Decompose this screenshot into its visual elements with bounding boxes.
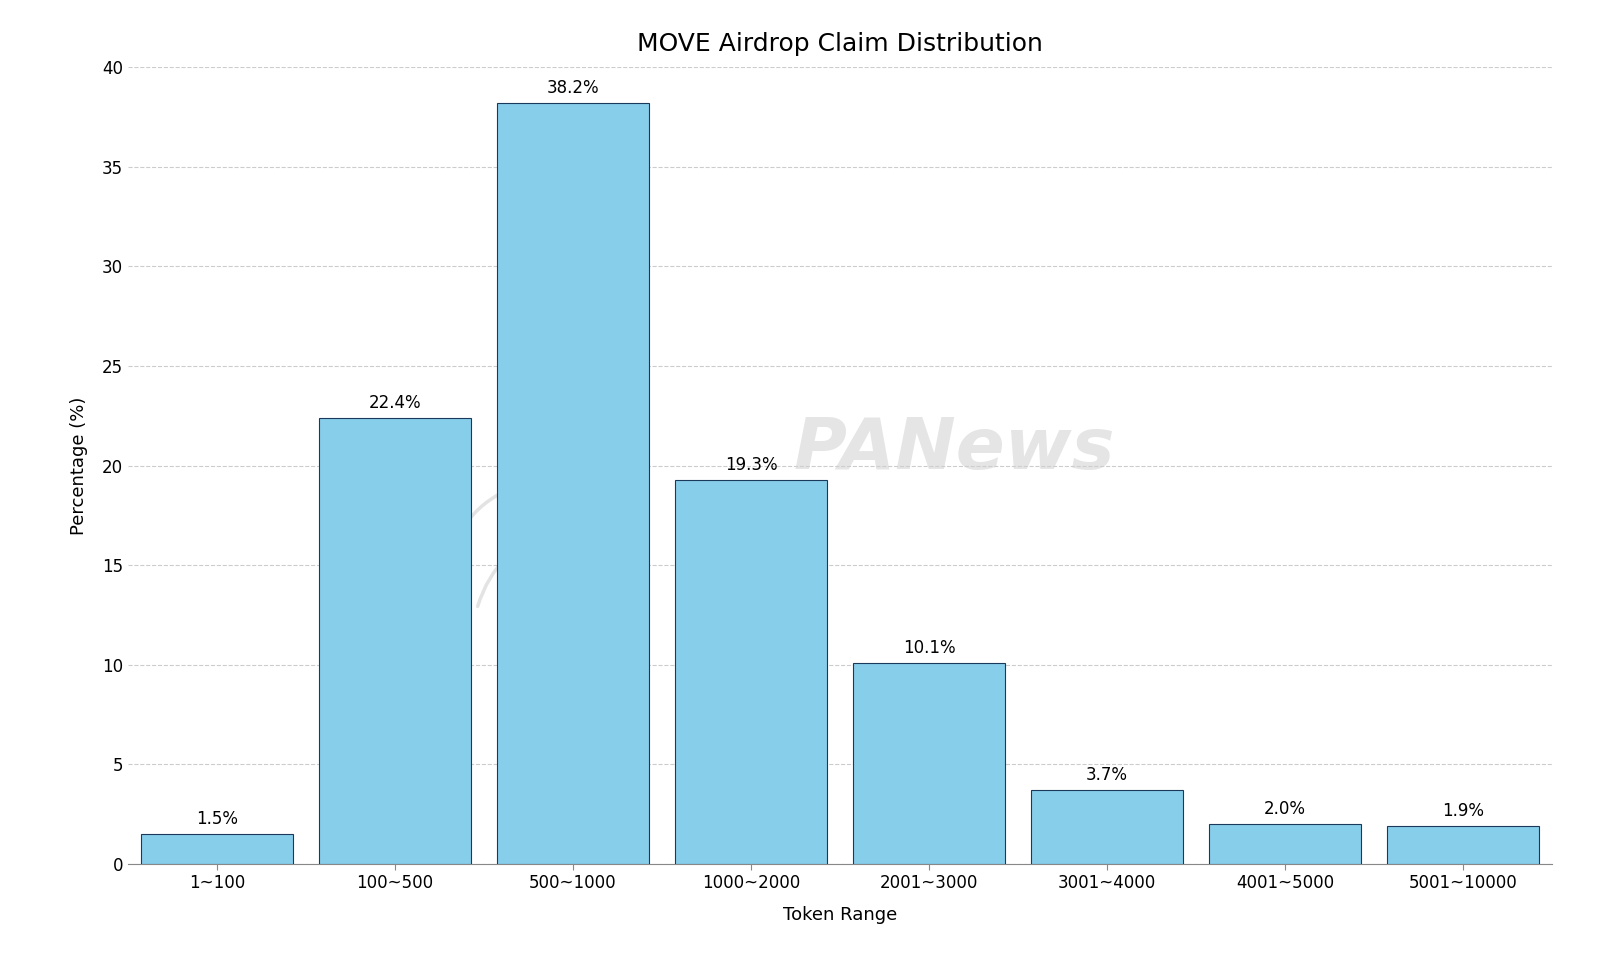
Text: 1.9%: 1.9% bbox=[1442, 803, 1485, 820]
Text: 2.0%: 2.0% bbox=[1264, 801, 1306, 818]
Text: 19.3%: 19.3% bbox=[725, 456, 778, 473]
Bar bbox=[1387, 827, 1539, 864]
Bar bbox=[675, 480, 827, 864]
Bar bbox=[141, 834, 293, 864]
Bar bbox=[853, 662, 1005, 864]
Bar bbox=[1210, 824, 1360, 864]
Text: PANews: PANews bbox=[794, 415, 1115, 484]
FancyArrowPatch shape bbox=[506, 578, 589, 654]
Text: 1.5%: 1.5% bbox=[195, 810, 238, 828]
Y-axis label: Percentage (%): Percentage (%) bbox=[70, 396, 88, 535]
Title: MOVE Airdrop Claim Distribution: MOVE Airdrop Claim Distribution bbox=[637, 32, 1043, 56]
Text: 10.1%: 10.1% bbox=[902, 638, 955, 657]
Text: 38.2%: 38.2% bbox=[547, 79, 600, 97]
X-axis label: Token Range: Token Range bbox=[782, 906, 898, 924]
Bar bbox=[498, 103, 648, 864]
Bar bbox=[1032, 790, 1182, 864]
Text: 3.7%: 3.7% bbox=[1086, 766, 1128, 784]
Bar bbox=[320, 418, 470, 864]
FancyArrowPatch shape bbox=[450, 482, 531, 559]
FancyArrowPatch shape bbox=[478, 530, 560, 607]
Text: 22.4%: 22.4% bbox=[368, 394, 421, 412]
